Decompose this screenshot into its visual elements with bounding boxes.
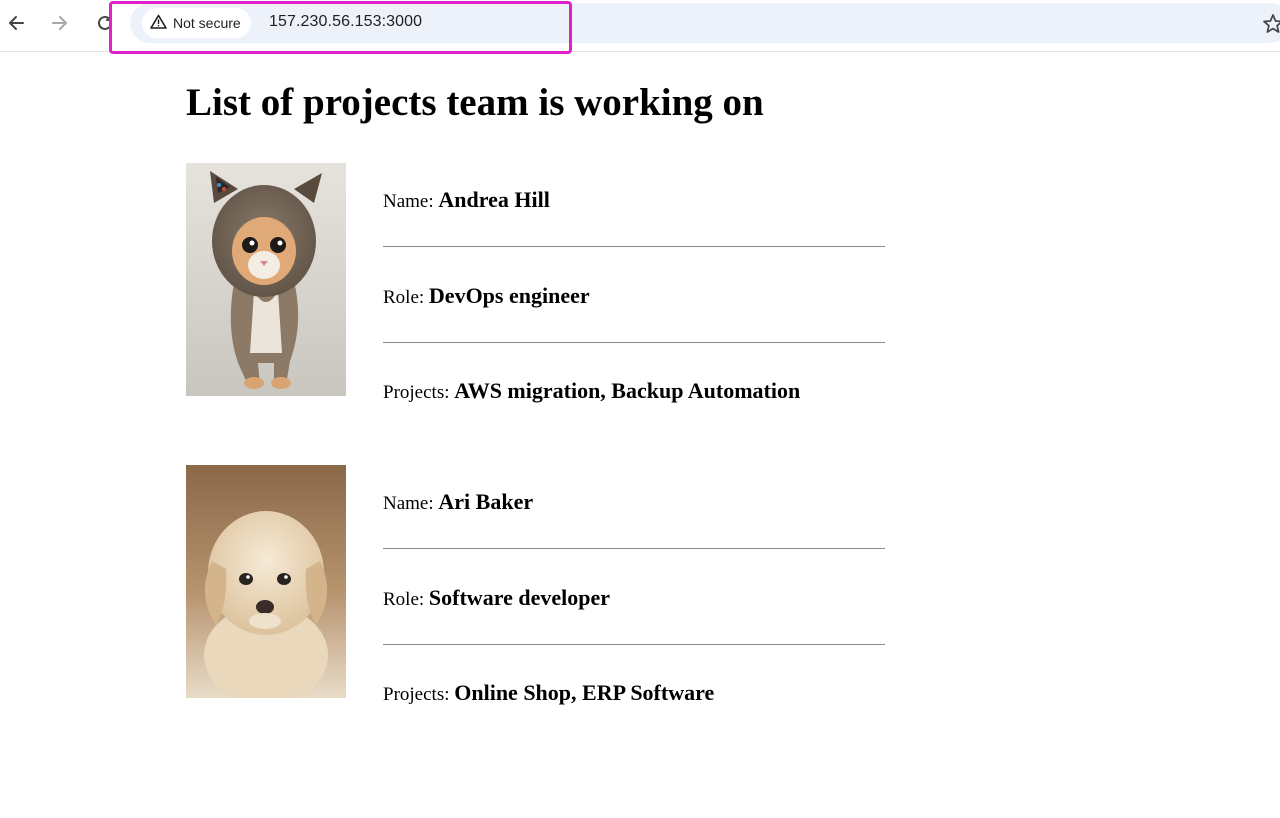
member-role: DevOps engineer bbox=[428, 283, 590, 308]
member-name-field: Name: Ari Baker bbox=[383, 489, 533, 515]
divider bbox=[383, 548, 885, 549]
warning-icon bbox=[150, 14, 167, 32]
reload-icon bbox=[96, 14, 114, 32]
member-photo-kitten bbox=[186, 163, 346, 396]
name-label: Name: bbox=[383, 191, 434, 212]
browser-toolbar: Not secure 157.230.56.153:3000 bbox=[0, 0, 1280, 54]
member-projects: Online Shop, ERP Software bbox=[454, 680, 715, 705]
security-indicator[interactable]: Not secure bbox=[142, 8, 251, 38]
member-role: Software developer bbox=[428, 585, 610, 610]
member-projects-field: Projects: AWS migration, Backup Automati… bbox=[383, 378, 800, 404]
member-role-field: Role: DevOps engineer bbox=[383, 283, 590, 309]
divider bbox=[383, 246, 885, 247]
url-text[interactable]: 157.230.56.153:3000 bbox=[269, 13, 423, 30]
member-photo-puppy bbox=[186, 465, 346, 698]
address-bar[interactable] bbox=[130, 3, 1280, 43]
projects-label: Projects: bbox=[383, 382, 450, 403]
member-role-field: Role: Software developer bbox=[383, 585, 610, 611]
member-projects: AWS migration, Backup Automation bbox=[454, 378, 801, 403]
member-card: Name: Andrea Hill Role: DevOps engineer … bbox=[186, 163, 986, 413]
reload-button[interactable] bbox=[90, 8, 120, 38]
projects-label: Projects: bbox=[383, 684, 450, 705]
star-icon[interactable] bbox=[1262, 13, 1280, 35]
role-label: Role: bbox=[383, 287, 425, 308]
member-name-field: Name: Andrea Hill bbox=[383, 187, 550, 213]
back-icon bbox=[7, 14, 25, 32]
security-label: Not secure bbox=[173, 15, 241, 31]
member-name: Ari Baker bbox=[438, 489, 534, 514]
role-label: Role: bbox=[383, 589, 425, 610]
forward-icon bbox=[51, 14, 69, 32]
divider bbox=[383, 644, 885, 645]
member-name: Andrea Hill bbox=[438, 187, 550, 212]
page-title: List of projects team is working on bbox=[186, 81, 764, 124]
forward-button[interactable] bbox=[45, 8, 75, 38]
divider bbox=[383, 342, 885, 343]
back-button[interactable] bbox=[1, 8, 31, 38]
name-label: Name: bbox=[383, 493, 434, 514]
member-card: Name: Ari Baker Role: Software developer… bbox=[186, 465, 986, 715]
member-projects-field: Projects: Online Shop, ERP Software bbox=[383, 680, 714, 706]
